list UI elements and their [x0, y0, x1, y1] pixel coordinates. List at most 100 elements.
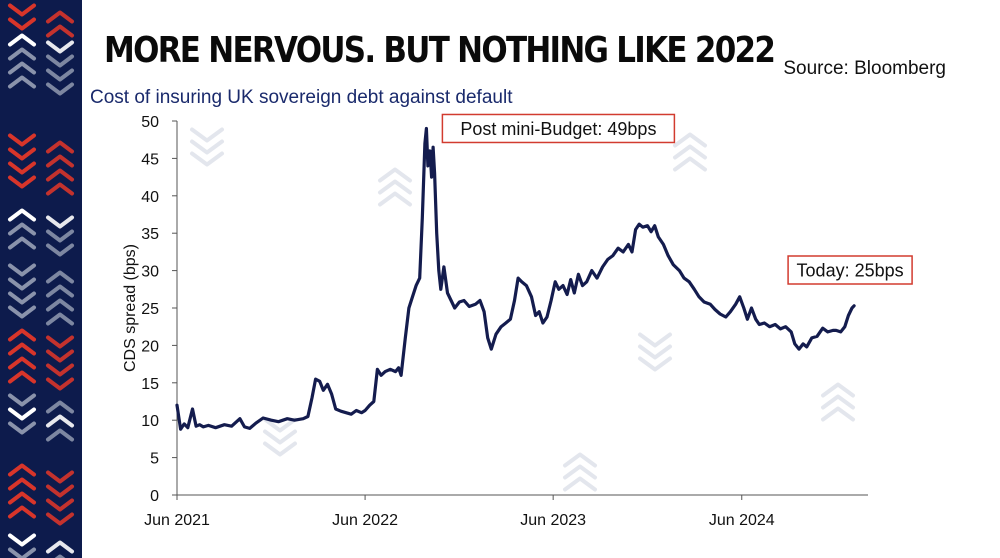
y-tick-label: 15	[141, 376, 159, 393]
sidebar-chevron-icon	[8, 463, 36, 477]
sidebar-chevron-icon	[8, 393, 36, 407]
y-axis-title: CDS spread (bps)	[122, 244, 139, 372]
y-tick-label: 40	[141, 189, 159, 206]
sidebar-chevron-icon	[8, 491, 36, 505]
x-tick-label: Jun 2024	[709, 512, 775, 529]
background-chevron-icon	[638, 356, 672, 372]
y-tick-label: 5	[150, 451, 159, 468]
sidebar-chevron-icon	[8, 305, 36, 319]
annotation-callout: Today: 25bps	[787, 255, 913, 285]
sidebar-chevron-icon	[46, 270, 74, 284]
sidebar-chevron-icon	[46, 335, 74, 349]
sidebar-chevron-icon	[46, 498, 74, 512]
x-tick-label: Jun 2023	[520, 512, 586, 529]
background-chevron-icon	[638, 332, 672, 348]
background-chevron-icon	[190, 127, 224, 143]
sidebar-chevron-icon	[8, 533, 36, 547]
sidebar-chevron-icon	[46, 168, 74, 182]
background-chevron-icon	[563, 464, 597, 480]
background-chevron-icon	[190, 139, 224, 155]
annotation-label: Today: 25bps	[797, 261, 904, 281]
sidebar-chevron-icon	[46, 243, 74, 257]
sidebar-chevron-icon	[46, 82, 74, 96]
sidebar-chevron-icon	[46, 68, 74, 82]
sidebar-chevron-icon	[8, 161, 36, 175]
background-chevron-icon	[563, 452, 597, 468]
sidebar-chevron-icon	[8, 370, 36, 384]
sidebar-chevron-icon	[8, 407, 36, 421]
chart-subtitle: Cost of insuring UK sovereign debt again…	[90, 87, 513, 108]
background-chevron-icon	[821, 406, 855, 422]
y-tick-label: 10	[141, 413, 159, 430]
sidebar-chevron-icon	[46, 484, 74, 498]
sidebar-chevron-icon	[8, 421, 36, 435]
sidebar-chevron-icon	[8, 277, 36, 291]
sidebar-chevron-icon	[46, 470, 74, 484]
sidebar-chevron-icon	[8, 133, 36, 147]
sidebar-chevron-icon	[46, 349, 74, 363]
sidebar-chevron-icon	[8, 356, 36, 370]
series-layer	[175, 126, 856, 431]
y-tick-label: 0	[150, 488, 159, 505]
sidebar-chevron-icon	[46, 428, 74, 442]
sidebar-chevron-icon	[46, 377, 74, 391]
background-chevron-icon	[190, 151, 224, 167]
sidebar-chevron-icon	[8, 547, 36, 558]
sidebar-chevron-icon	[46, 312, 74, 326]
sidebar-chevron-icon	[8, 477, 36, 491]
background-chevron-icon	[563, 476, 597, 492]
x-axis: Jun 2021 Jun 2022 Jun 2023 Jun 2024	[144, 494, 868, 529]
sidebar-chevron-icon	[46, 229, 74, 243]
background-chevron-icon	[638, 344, 672, 360]
sidebar-chevron-icon	[46, 284, 74, 298]
x-tick-label: Jun 2022	[332, 512, 398, 529]
sidebar-chevron-icon	[46, 512, 74, 526]
y-tick-label: 25	[141, 301, 159, 318]
background-chevrons	[190, 127, 855, 492]
x-tick-label: Jun 2021	[144, 512, 210, 529]
page-title: MORE NERVOUS. BUT NOTHING LIKE 2022	[104, 30, 776, 71]
annotation-box	[787, 255, 913, 285]
annotation-label: Post mini-Budget: 49bps	[460, 119, 656, 139]
sidebar-chevron-icon	[8, 342, 36, 356]
sidebar-chevron-icon	[8, 208, 36, 222]
sidebar-chevron-icon	[8, 47, 36, 61]
sidebar-chevron-icon	[46, 363, 74, 377]
sidebar-chevron-icon	[8, 505, 36, 519]
sidebar-chevron-icon	[54, 554, 66, 558]
sidebar-chevron-icon	[46, 54, 74, 68]
sidebar-chevron-icon	[46, 140, 74, 154]
annotation-callout: Post mini-Budget: 49bps	[441, 113, 676, 144]
sidebar-chevron-icon	[46, 24, 74, 38]
background-chevron-icon	[378, 191, 412, 207]
background-chevron-icon	[673, 144, 707, 160]
background-chevron-icon	[378, 179, 412, 195]
sidebar-chevron-icon	[46, 540, 74, 554]
sidebar-chevron-icon	[8, 222, 36, 236]
background-chevron-icon	[673, 156, 707, 172]
sidebar-chevron-icon	[46, 298, 74, 312]
y-axis: 0 5 10 15 20 25 30 35 40 45 50	[141, 114, 178, 505]
background-chevron-icon	[263, 429, 297, 445]
sidebar-chevron-icon	[46, 154, 74, 168]
chevron-pattern	[8, 3, 74, 558]
sidebar-chevron-icon	[8, 175, 36, 189]
background-chevron-icon	[263, 417, 297, 433]
sidebar-chevron-icon	[8, 236, 36, 250]
sidebar-chevron-icon	[46, 215, 74, 229]
background-chevron-icon	[673, 132, 707, 148]
sidebar-chevron-icon	[46, 414, 74, 428]
sidebar-chevron-icon	[8, 263, 36, 277]
background-chevron-icon	[821, 394, 855, 410]
background-chevron-icon	[821, 382, 855, 398]
sidebar-chevron-icon	[8, 33, 36, 47]
sidebar-chevron-icon	[8, 147, 36, 161]
background-chevron-icon	[263, 441, 297, 457]
sidebar-chevron-icon	[8, 61, 36, 75]
series-line	[175, 126, 856, 431]
y-tick-label: 30	[141, 264, 159, 281]
sidebar-chevron-icon	[46, 182, 74, 196]
sidebar-chevron-icon	[46, 400, 74, 414]
sidebar-chevron-icon	[8, 328, 36, 342]
